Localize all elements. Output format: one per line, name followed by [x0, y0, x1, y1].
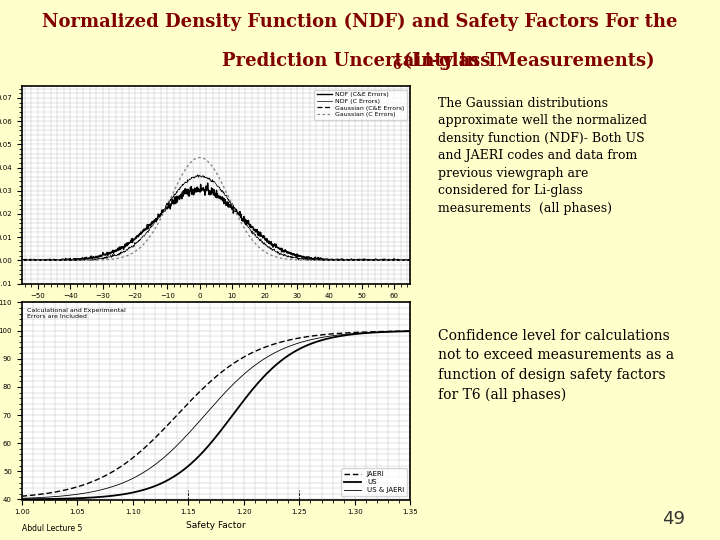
US	[336, 333, 345, 339]
Text: 49: 49	[662, 510, 685, 528]
Gaussian (C&E Errors)	[189, 187, 197, 193]
US	[228, 413, 236, 419]
NDF (C&E Errors)	[285, 249, 294, 255]
Line: US: US	[22, 331, 410, 500]
JAERI	[336, 330, 345, 336]
Gaussian (C Errors)	[321, 257, 330, 264]
Gaussian (C&E Errors)	[321, 256, 330, 262]
Text: (Li-glass Measurements): (Li-glass Measurements)	[397, 52, 654, 70]
JAERI	[406, 328, 415, 334]
Legend: JAERI, US, US & JAERI: JAERI, US, US & JAERI	[341, 468, 407, 496]
US & JAERI	[204, 408, 213, 414]
NDF (C Errors)	[194, 171, 202, 178]
US & JAERI	[397, 328, 405, 335]
Gaussian (C&E Errors)	[57, 256, 66, 263]
Gaussian (C Errors)	[328, 257, 336, 264]
Line: NDF (C Errors): NDF (C Errors)	[22, 174, 410, 260]
NDF (C&E Errors)	[321, 257, 330, 264]
NDF (C Errors)	[58, 257, 66, 264]
Text: The Gaussian distributions
approximate well the normalized
density function (NDF: The Gaussian distributions approximate w…	[438, 97, 647, 215]
Line: US & JAERI: US & JAERI	[22, 331, 410, 498]
NDF (C Errors)	[17, 256, 26, 262]
Gaussian (C Errors)	[174, 178, 183, 184]
NDF (C&E Errors)	[17, 257, 26, 264]
NDF (C Errors)	[406, 257, 415, 264]
US	[397, 328, 405, 335]
X-axis label: Prediction Uncertainty (%): Prediction Uncertainty (%)	[161, 305, 271, 314]
JAERI	[17, 493, 26, 500]
US	[202, 445, 210, 451]
Gaussian (C&E Errors)	[17, 257, 26, 264]
JAERI	[202, 382, 210, 389]
JAERI	[248, 349, 257, 355]
NDF (C&E Errors)	[175, 193, 184, 199]
Line: JAERI: JAERI	[22, 331, 410, 496]
Gaussian (C Errors)	[17, 257, 26, 264]
US & JAERI	[248, 363, 257, 370]
NDF (C Errors)	[189, 173, 197, 180]
NDF (C&E Errors)	[189, 187, 197, 193]
US & JAERI	[228, 382, 236, 389]
Gaussian (C Errors)	[189, 157, 197, 164]
Line: Gaussian (C&E Errors): Gaussian (C&E Errors)	[22, 189, 410, 260]
Gaussian (C&E Errors)	[196, 186, 204, 192]
Text: Normalized Density Function (NDF) and Safety Factors For the: Normalized Density Function (NDF) and Sa…	[42, 13, 678, 31]
NDF (C&E Errors)	[406, 256, 415, 263]
Gaussian (C Errors)	[57, 257, 66, 264]
Legend: NDF (C&E Errors), NDF (C Errors), Gaussian (C&E Errors), Gaussian (C Errors): NDF (C&E Errors), NDF (C Errors), Gaussi…	[314, 90, 408, 120]
US	[17, 496, 26, 503]
NDF (C Errors)	[285, 253, 294, 260]
Gaussian (C Errors)	[406, 257, 415, 264]
Gaussian (C&E Errors)	[328, 256, 336, 263]
Line: Gaussian (C Errors): Gaussian (C Errors)	[22, 158, 410, 260]
US & JAERI	[202, 410, 210, 417]
NDF (C&E Errors)	[203, 180, 212, 186]
US & JAERI	[17, 495, 26, 502]
Gaussian (C Errors)	[196, 154, 204, 161]
US & JAERI	[406, 328, 415, 334]
Text: Abdul Lecture 5: Abdul Lecture 5	[22, 524, 82, 533]
Text: Calculational and Experimental
Errors are Included: Calculational and Experimental Errors ar…	[27, 308, 126, 319]
US	[406, 328, 415, 334]
NDF (C&E Errors)	[18, 257, 27, 264]
Gaussian (C Errors)	[284, 256, 293, 262]
NDF (C Errors)	[19, 257, 27, 264]
NDF (C Errors)	[175, 186, 184, 193]
NDF (C&E Errors)	[58, 257, 66, 264]
NDF (C&E Errors)	[328, 256, 337, 263]
Line: NDF (C&E Errors): NDF (C&E Errors)	[22, 183, 410, 260]
NDF (C Errors)	[321, 257, 330, 264]
Gaussian (C&E Errors)	[406, 257, 415, 264]
US	[204, 442, 213, 449]
JAERI	[397, 328, 405, 334]
NDF (C Errors)	[328, 257, 337, 264]
Text: Prediction Uncertainty in T: Prediction Uncertainty in T	[222, 52, 498, 70]
US & JAERI	[336, 332, 345, 338]
Gaussian (C&E Errors)	[174, 194, 183, 201]
Text: 6: 6	[392, 59, 401, 72]
X-axis label: Safety Factor: Safety Factor	[186, 521, 246, 530]
Text: Confidence level for calculations
not to exceed measurements as a
function of de: Confidence level for calculations not to…	[438, 328, 675, 402]
US	[248, 386, 257, 392]
Gaussian (C&E Errors)	[284, 249, 293, 256]
JAERI	[204, 380, 213, 387]
JAERI	[228, 361, 236, 368]
